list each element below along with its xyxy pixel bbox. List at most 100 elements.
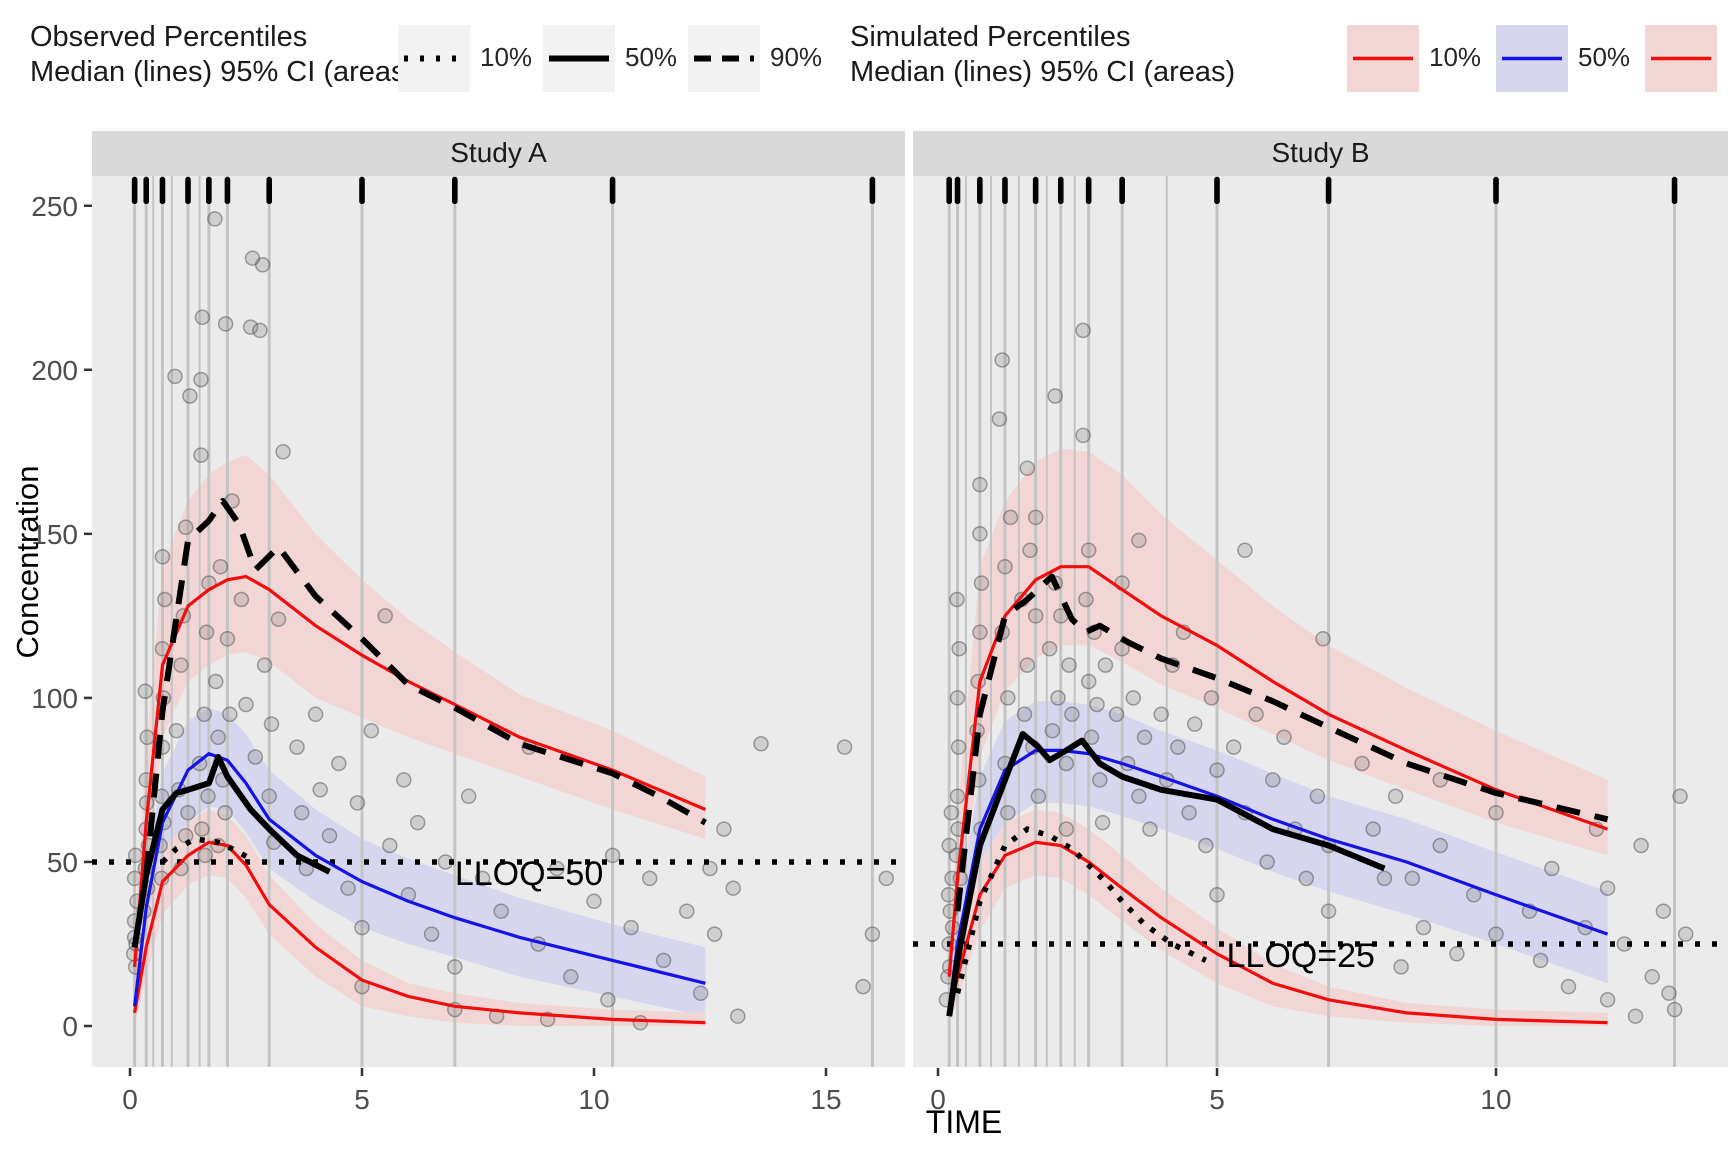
observation-point — [1677, 926, 1694, 942]
observation-point — [263, 716, 280, 732]
observation-point — [563, 969, 579, 985]
bin-rug-tick — [1085, 177, 1092, 204]
facet-strip-label: Study B — [1271, 137, 1369, 168]
observation-point — [855, 978, 871, 995]
bin-rug-tick — [159, 177, 166, 204]
x-axis-tick-label: 0 — [930, 1084, 946, 1115]
observation-point — [167, 368, 183, 385]
line-sample-dashed-icon — [694, 55, 754, 62]
sim50-median-line — [133, 751, 706, 1007]
x-axis-tick-label: 10 — [578, 1084, 609, 1115]
bin-rug-tick — [1119, 177, 1125, 204]
bin-rug-tick — [1325, 177, 1332, 204]
observation-point — [349, 795, 366, 811]
observation-point — [312, 782, 328, 798]
observation-point — [474, 870, 491, 887]
line-sample-red-icon — [1651, 56, 1711, 61]
observation-point — [1393, 959, 1409, 975]
observation-point — [254, 257, 271, 273]
observation-point — [217, 316, 234, 332]
observation-point — [1309, 788, 1326, 805]
observation-point — [1136, 729, 1153, 746]
obs10-line — [160, 836, 252, 864]
obs50-line — [946, 731, 1386, 1017]
observation-point — [196, 706, 212, 723]
observation-point — [242, 319, 259, 335]
observation-point — [460, 788, 477, 805]
bin-rug-tick — [1671, 177, 1678, 204]
observation-point — [864, 926, 881, 942]
legend-entry-label: 10% — [1429, 42, 1482, 72]
bin-rug-tick — [206, 177, 212, 204]
observation-point — [1170, 739, 1186, 755]
bin-rug-tick — [1214, 177, 1220, 204]
observation-point — [1365, 821, 1381, 837]
observation-point — [270, 611, 287, 627]
line-sample-blue-icon — [1502, 56, 1562, 61]
bin-rug-tick — [609, 177, 616, 204]
bin-rug-tick — [954, 177, 961, 204]
y-axis-title: Concentration — [10, 465, 45, 659]
bin-rug-tick — [1493, 177, 1499, 204]
observation-point — [1655, 903, 1672, 919]
observation-point — [1672, 788, 1688, 805]
observation-point — [261, 788, 277, 805]
observation-point — [1092, 772, 1108, 788]
observation-point — [197, 847, 213, 864]
observation-point — [157, 591, 173, 608]
observation-point — [1644, 969, 1660, 985]
legend-entry-label: 50% — [1578, 42, 1631, 72]
observation-point — [207, 211, 223, 227]
observation-point — [753, 736, 769, 752]
observation-point — [972, 624, 988, 641]
observation-point — [256, 657, 273, 673]
observation-point — [1047, 388, 1063, 404]
legend-observed-key-50% — [543, 25, 615, 92]
observation-point — [331, 755, 347, 772]
observation-point — [198, 624, 215, 641]
line-sample-solid-icon — [549, 55, 609, 62]
observation-point — [1002, 509, 1019, 526]
observation-point — [1315, 631, 1331, 647]
sim90-median-line — [133, 574, 707, 968]
observation-point — [293, 804, 310, 821]
observation-point — [655, 952, 672, 969]
line-sample-dotted-icon — [404, 55, 464, 62]
observation-point — [1016, 706, 1033, 723]
bin-rug-tick — [359, 177, 365, 204]
observation-point — [1078, 591, 1094, 608]
bin-rug-tick — [143, 177, 150, 204]
sim90-ci-band — [134, 455, 706, 987]
observation-point — [679, 903, 695, 919]
observation-point — [1259, 854, 1275, 870]
bin-rug-tick — [452, 177, 458, 204]
y-axis-tick-label: 50 — [47, 847, 78, 878]
observation-point — [168, 722, 185, 739]
observation-point — [1000, 804, 1016, 821]
observation-point — [493, 903, 509, 919]
observation-point — [1000, 690, 1016, 706]
observation-point — [586, 893, 602, 910]
observation-point — [409, 814, 426, 831]
bin-rug-tick — [1057, 177, 1064, 204]
observation-point — [182, 388, 198, 404]
legend-simulated-title: Simulated Percentiles Median (lines) 95%… — [850, 20, 1235, 90]
observation-point — [340, 880, 356, 896]
legend-entry-label: 50% — [625, 42, 678, 72]
observation-point — [1432, 837, 1448, 854]
observation-point — [1044, 722, 1061, 739]
y-axis-tick-label: 250 — [31, 191, 78, 222]
observation-point — [208, 673, 224, 690]
facet-strip — [92, 131, 905, 176]
sim10-median-line — [133, 840, 706, 1025]
observation-point — [177, 519, 194, 536]
observation-point — [252, 322, 268, 339]
observation-point — [1237, 542, 1253, 559]
observation-point — [725, 880, 741, 896]
x-axis-title: TIME — [925, 1104, 1003, 1140]
observation-point — [604, 847, 621, 864]
bin-rug-tick — [946, 177, 952, 204]
observation-point — [1203, 690, 1220, 706]
x-axis-tick-label: 15 — [810, 1084, 841, 1115]
observation-point — [1387, 788, 1404, 805]
